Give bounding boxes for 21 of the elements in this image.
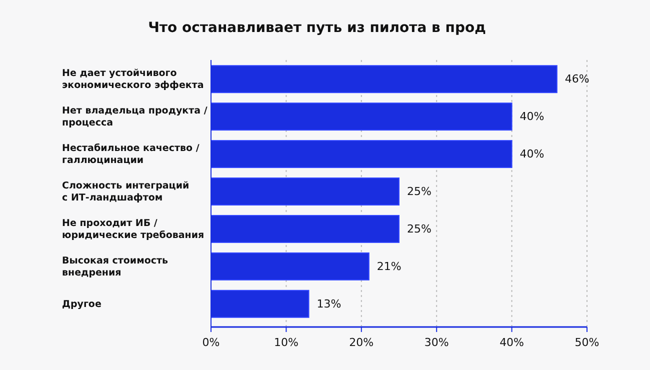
y-tick-label: Нет владельца продукта / процесса	[62, 105, 208, 128]
data-label: 25%	[407, 185, 432, 198]
data-label: 25%	[407, 222, 432, 236]
x-tick-label: 40%	[500, 336, 524, 349]
x-tick-label: 30%	[424, 336, 449, 349]
y-tick-label: Не проходит ИБ / юридические требования	[62, 217, 204, 240]
x-tick-label: 20%	[349, 336, 374, 349]
data-label: 13%	[316, 297, 342, 310]
data-label: 21%	[376, 260, 402, 273]
chart-title: Что останавливает путь из пилота в прод	[148, 20, 486, 36]
y-tick-label: Не дает устойчивого экономического эффекта	[62, 68, 204, 91]
x-tick-label: 50%	[574, 336, 600, 349]
y-tick-label: Сложность интеграций с ИТ-ландшафтом	[62, 180, 190, 203]
data-label: 46%	[564, 72, 590, 86]
x-tick-label: 10%	[274, 336, 298, 349]
y-tick-label: Высокая стоимость внедрения	[62, 254, 168, 278]
x-tick-label: 0%	[202, 336, 220, 349]
y-tick-label: Нестабильное качество / галлюцинации	[62, 142, 200, 166]
y-tick-label: Другое	[62, 298, 102, 310]
data-label: 40%	[520, 148, 544, 161]
data-label: 40%	[520, 110, 544, 124]
